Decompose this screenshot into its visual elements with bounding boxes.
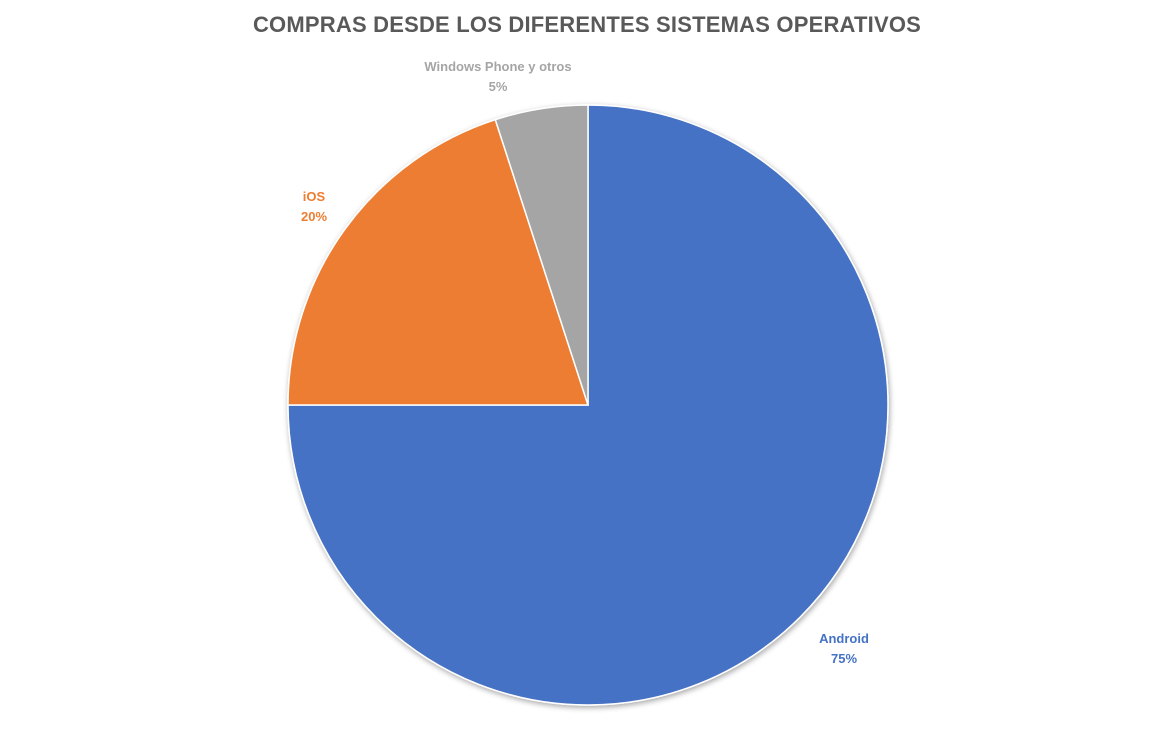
chart-title: COMPRAS DESDE LOS DIFERENTES SISTEMAS OP…: [252, 12, 922, 37]
data-label-percent: 20%: [301, 209, 327, 224]
data-label-category: Android: [819, 631, 869, 646]
data-label-category: iOS: [303, 189, 326, 204]
data-label-percent: 75%: [831, 651, 857, 666]
pie-slices: [287, 104, 889, 706]
pie-labels: Android 75% iOS 20% Windows Phone y otros 5%: [301, 59, 869, 666]
data-label-category: Windows Phone y otros: [424, 59, 571, 74]
pie-slice-ios: [287, 118, 590, 406]
pie-slice-windows-phone-y-otros: [494, 104, 589, 406]
pie-slice-android: [287, 104, 889, 706]
data-label-percent: 5%: [489, 79, 508, 94]
